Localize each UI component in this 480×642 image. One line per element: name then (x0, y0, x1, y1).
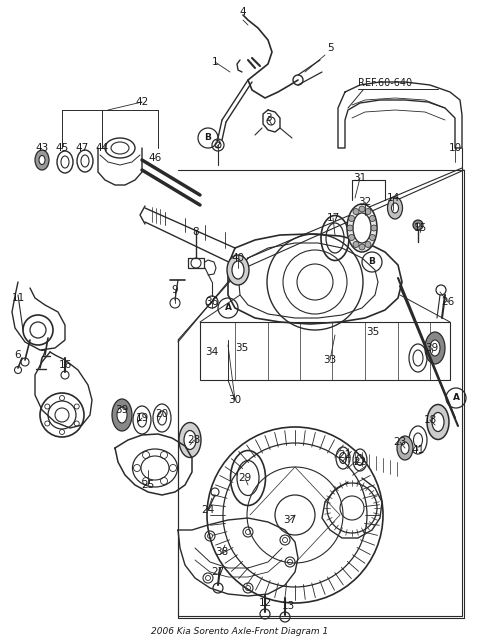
Text: 2006 Kia Sorento Axle-Front Diagram 1: 2006 Kia Sorento Axle-Front Diagram 1 (151, 627, 329, 636)
Circle shape (359, 244, 365, 250)
Ellipse shape (392, 203, 398, 213)
Text: 28: 28 (187, 435, 201, 445)
Text: 18: 18 (423, 415, 437, 425)
Text: 19: 19 (135, 413, 149, 423)
Text: 47: 47 (75, 143, 89, 153)
Text: B: B (369, 257, 375, 266)
Text: 40: 40 (231, 253, 245, 263)
Text: 4: 4 (240, 7, 246, 17)
Text: 24: 24 (202, 505, 215, 515)
Text: 46: 46 (148, 153, 162, 163)
Text: 7: 7 (39, 350, 45, 360)
Ellipse shape (425, 332, 445, 364)
Ellipse shape (35, 150, 49, 170)
Text: 34: 34 (205, 347, 218, 357)
Text: 45: 45 (55, 143, 69, 153)
Text: 3: 3 (264, 113, 271, 123)
Text: REF.60-640: REF.60-640 (358, 78, 412, 88)
Ellipse shape (227, 255, 249, 285)
Text: 5: 5 (327, 43, 333, 53)
Text: 23: 23 (394, 437, 407, 447)
Circle shape (370, 234, 375, 241)
Circle shape (353, 241, 359, 247)
Text: 14: 14 (386, 193, 400, 203)
Circle shape (416, 223, 420, 227)
Circle shape (365, 209, 371, 214)
Text: 38: 38 (216, 547, 228, 557)
Ellipse shape (432, 413, 444, 431)
Text: 30: 30 (228, 395, 241, 405)
Text: 35: 35 (235, 343, 249, 353)
Circle shape (348, 216, 355, 221)
Text: A: A (453, 394, 459, 403)
Text: 27: 27 (211, 567, 225, 577)
Ellipse shape (184, 431, 196, 449)
Text: 10: 10 (448, 143, 462, 153)
Text: 22: 22 (353, 457, 367, 467)
Circle shape (347, 225, 353, 231)
Circle shape (413, 220, 423, 230)
Ellipse shape (347, 204, 377, 252)
Text: 31: 31 (353, 173, 367, 183)
Text: 13: 13 (281, 601, 295, 611)
Text: 1: 1 (212, 57, 218, 67)
Text: 29: 29 (239, 473, 252, 483)
Text: 21: 21 (338, 450, 352, 460)
Circle shape (359, 206, 365, 212)
Text: 9: 9 (172, 285, 178, 295)
Text: 8: 8 (192, 227, 199, 237)
Ellipse shape (430, 340, 440, 356)
Text: 35: 35 (366, 327, 380, 337)
Ellipse shape (387, 197, 403, 219)
Text: 39: 39 (425, 343, 439, 353)
Text: 15: 15 (413, 223, 427, 233)
Ellipse shape (232, 261, 244, 279)
Text: 32: 32 (359, 197, 372, 207)
Text: 42: 42 (135, 97, 149, 107)
Text: 25: 25 (142, 480, 155, 490)
Circle shape (365, 241, 371, 247)
Text: 2: 2 (215, 140, 221, 150)
Ellipse shape (112, 399, 132, 431)
Text: 12: 12 (258, 598, 272, 608)
Text: 20: 20 (156, 409, 168, 419)
Text: 26: 26 (442, 297, 455, 307)
Text: B: B (204, 134, 211, 143)
Ellipse shape (353, 213, 371, 243)
Text: 6: 6 (15, 350, 21, 360)
Text: 41: 41 (411, 445, 425, 455)
Text: 37: 37 (283, 515, 297, 525)
Ellipse shape (117, 407, 127, 423)
Text: 44: 44 (96, 143, 108, 153)
Text: 36: 36 (205, 297, 218, 307)
Ellipse shape (397, 436, 413, 460)
Ellipse shape (39, 155, 45, 164)
Circle shape (353, 209, 359, 214)
Text: 11: 11 (12, 293, 24, 303)
Ellipse shape (427, 404, 449, 440)
Text: 33: 33 (324, 355, 336, 365)
Text: 39: 39 (115, 405, 129, 415)
Circle shape (348, 234, 355, 241)
Bar (200, 322, 450, 380)
Text: 16: 16 (59, 360, 72, 370)
Text: A: A (225, 304, 231, 313)
Text: 17: 17 (326, 213, 340, 223)
Circle shape (370, 216, 375, 221)
Circle shape (371, 225, 377, 231)
Ellipse shape (401, 442, 409, 454)
Ellipse shape (179, 422, 201, 458)
Text: 43: 43 (36, 143, 48, 153)
